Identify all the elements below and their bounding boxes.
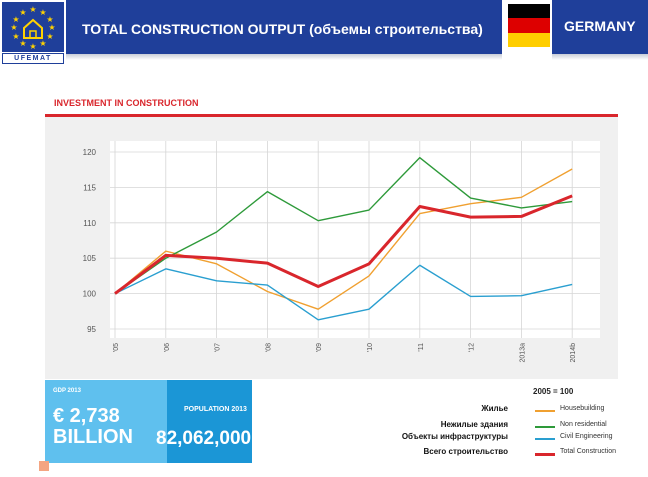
series-line-civil-engineering [114,264,573,321]
page-title: TOTAL CONSTRUCTION OUTPUT (объемы строит… [82,21,483,37]
svg-text:★: ★ [48,23,55,32]
gdp-value-unit: BILLION [53,426,133,448]
country-box: GERMANY [552,0,648,54]
x-tick-label: '12 [469,343,476,352]
svg-text:★: ★ [12,32,19,41]
x-tick-label: '07 [215,343,222,352]
legend-swatch [535,410,555,412]
legend-item-civil-engineering: Объекты инфраструктуры Civil Engineering [380,432,630,446]
population-value: 82,062,000 [156,428,252,449]
y-tick-label: 115 [83,183,96,192]
legend-label-en: Civil Engineering [560,433,613,440]
svg-text:★: ★ [10,23,17,32]
svg-text:★: ★ [29,42,36,51]
x-tick-label: 2013a [519,343,526,363]
svg-text:★: ★ [19,8,26,17]
y-tick-label: 105 [83,254,97,263]
svg-text:★: ★ [46,32,53,41]
x-tick-label: '09 [316,343,323,352]
x-tick-label: 2014b [570,343,577,363]
svg-text:★: ★ [12,15,19,24]
header: ★ ★ ★ ★ ★ ★ ★ ★ ★ ★ ★ ★ UFEMAT TOTAL [0,0,648,66]
title-bar-shadow [66,54,502,60]
germany-flag-icon [508,4,550,47]
y-tick-label: 100 [83,290,97,299]
section-divider [45,114,618,117]
ufemat-logo: ★ ★ ★ ★ ★ ★ ★ ★ ★ ★ ★ ★ UFEMAT [0,0,66,66]
index-base-note: 2005 = 100 [533,387,574,396]
legend-label-ru: Всего строительство [423,447,508,456]
svg-text:★: ★ [39,39,46,48]
legend-item-total-construction: Всего строительство Total Construction [380,447,630,461]
title-bar: TOTAL CONSTRUCTION OUTPUT (объемы строит… [66,0,502,54]
section-title: INVESTMENT IN CONSTRUCTION [54,98,199,108]
gdp-label: GDP 2013 [53,388,81,394]
x-tick-label: '11 [418,343,425,352]
y-tick-label: 95 [87,325,96,334]
legend-label-ru: Объекты инфраструктуры [401,432,508,441]
legend-swatch [535,453,555,456]
org-label: UFEMAT [2,53,64,64]
legend-label-en: Non residential [560,421,607,428]
legend-label-ru: Нежилые здания [440,420,508,429]
legend-swatch [535,426,555,428]
svg-text:★: ★ [29,5,36,14]
legend-label-en: Housebuilding [560,405,605,412]
gdp-value-amount: € 2,738 [53,405,120,427]
svg-text:★: ★ [46,15,53,24]
svg-text:★: ★ [39,8,46,17]
series-line-total-construction [114,194,573,295]
legend-swatch [535,438,555,440]
gdp-panel [45,380,167,463]
svg-text:★: ★ [19,39,26,48]
plot-area [110,141,600,338]
x-tick-label: '08 [265,343,272,352]
y-tick-label: 110 [83,219,96,228]
eu-stars-house-icon: ★ ★ ★ ★ ★ ★ ★ ★ ★ ★ ★ ★ [2,2,64,52]
line-chart: 95 100 105 110 115 120 '05 '06 '07 '08 '09 '10 '11 '1… [83,141,600,363]
decorative-square [39,461,49,471]
x-tick-label: '05 [113,343,120,352]
x-tick-label: '06 [164,343,171,352]
legend-label-ru: Жилье [481,404,508,413]
y-tick-label: 120 [83,148,97,157]
country-box-shadow [552,54,648,60]
series-line-non-residential [114,156,573,295]
legend-label-en: Total Construction [560,448,617,455]
gdp-value: € 2,738 BILLION [53,406,133,448]
legend-item-non-residential: Нежилые здания Non residential [380,420,630,434]
legend-item-housebuilding: Жилье Housebuilding [380,404,630,418]
country-name: GERMANY [564,18,636,34]
x-tick-label: '10 [367,343,374,352]
population-label: POPULATION 2013 [184,406,247,413]
